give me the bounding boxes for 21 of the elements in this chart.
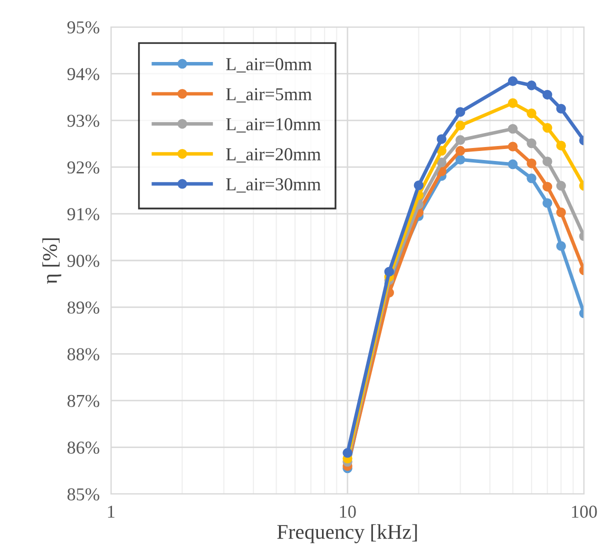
legend-label: L_air=5mm bbox=[226, 88, 312, 102]
y-axis-title: η [%] bbox=[42, 238, 62, 284]
y-tick-label: 92% bbox=[67, 161, 100, 174]
x-axis-title: Frequency [kHz] bbox=[277, 524, 417, 544]
legend-label: L_air=30mm bbox=[226, 178, 321, 193]
x-tick-label: 1 bbox=[108, 506, 114, 518]
y-tick-label: 85% bbox=[67, 488, 100, 500]
legend-label: L_air=20mm bbox=[226, 148, 321, 163]
legend-label: L_air=10mm bbox=[226, 118, 321, 132]
y-tick-label: 90% bbox=[67, 254, 100, 267]
y-tick-label: 86% bbox=[67, 442, 100, 454]
y-tick-label: 95% bbox=[67, 21, 100, 34]
y-tick-label: 93% bbox=[67, 114, 100, 127]
y-tick-label: 87% bbox=[67, 394, 100, 408]
legend-label: L_air=0mm bbox=[226, 58, 312, 72]
x-tick-label: 100 bbox=[572, 506, 597, 518]
y-tick-label: 89% bbox=[67, 301, 100, 314]
y-tick-label: 94% bbox=[67, 68, 100, 80]
y-tick-label: 91% bbox=[67, 208, 100, 220]
y-tick-label: 88% bbox=[67, 348, 100, 360]
x-tick-label: 10 bbox=[340, 506, 356, 518]
